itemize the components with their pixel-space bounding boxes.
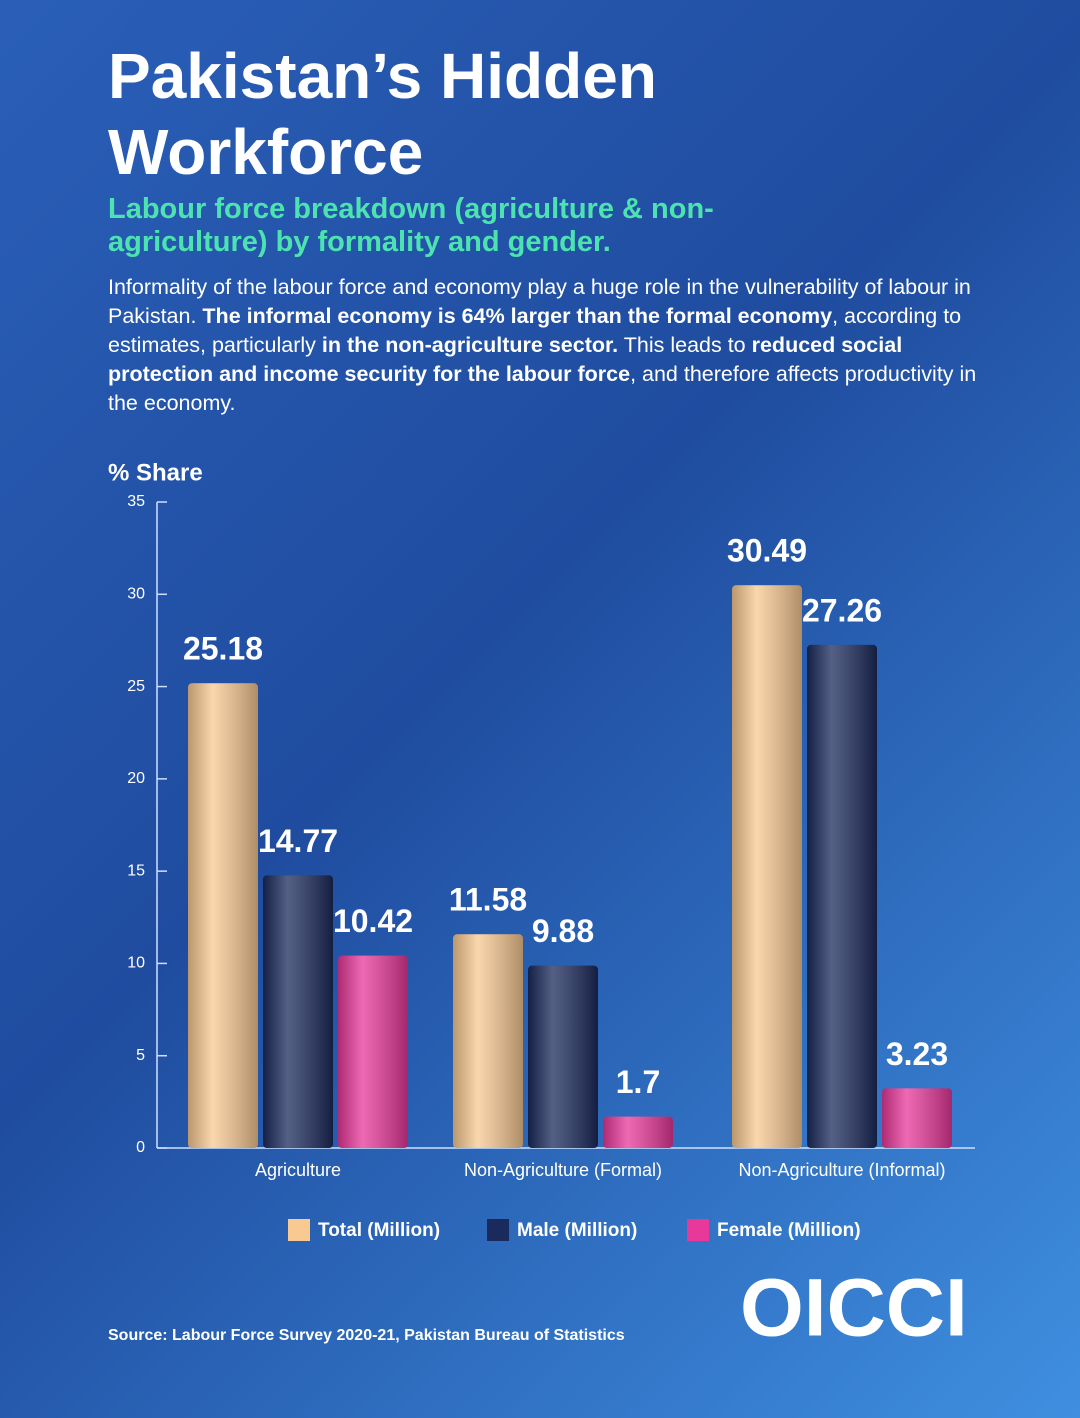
- data-label: 25.18: [183, 631, 263, 667]
- description-run: The informal economy is 64% larger than …: [202, 304, 833, 328]
- bar-shine: [188, 683, 258, 1148]
- data-label: 27.26: [802, 592, 882, 628]
- description: Informality of the labour force and econ…: [108, 273, 988, 418]
- y-tick-label: 5: [136, 1047, 145, 1064]
- x-tick-label: Non-Agriculture (Informal): [738, 1160, 945, 1180]
- bar-shine: [453, 934, 523, 1148]
- bar-shine: [603, 1116, 673, 1148]
- bar-shine: [882, 1088, 952, 1148]
- y-tick-label: 25: [127, 678, 145, 695]
- y-axis-label: % Share: [108, 459, 203, 486]
- legend-label: Female (Million): [717, 1220, 861, 1241]
- description-run: Informality of the labour force and econ…: [108, 275, 971, 328]
- legend-swatch: [288, 1219, 310, 1241]
- legend-label: Male (Million): [517, 1220, 637, 1241]
- x-tick-label: Agriculture: [255, 1160, 341, 1180]
- y-tick-label: 0: [136, 1139, 145, 1156]
- description-run: in the non-agriculture sector.: [321, 333, 619, 357]
- y-tick-label: 30: [127, 586, 145, 603]
- legend-swatch: [487, 1219, 509, 1241]
- data-label: 11.58: [449, 882, 527, 918]
- bar-shine: [732, 585, 802, 1148]
- description-run: This leads to: [618, 333, 752, 357]
- x-tick-label: Non-Agriculture (Formal): [464, 1160, 662, 1180]
- bar-shine: [338, 955, 408, 1148]
- subtitle: Labour force breakdown (agriculture & no…: [108, 193, 714, 258]
- legend-label: Total (Million): [318, 1220, 440, 1241]
- data-label: 10.42: [333, 903, 413, 939]
- legend-swatch: [687, 1219, 709, 1241]
- data-label: 1.7: [616, 1064, 660, 1100]
- y-tick-label: 10: [127, 955, 145, 972]
- data-label: 30.49: [727, 533, 807, 569]
- description-run: reduced social protection and income sec…: [108, 333, 903, 386]
- data-label: 3.23: [886, 1036, 948, 1072]
- description-run: , and therefore affects productivity in …: [108, 362, 977, 415]
- y-tick-label: 15: [127, 862, 145, 879]
- y-tick-label: 35: [127, 493, 145, 510]
- source: Source: Labour Force Survey 2020-21, Pak…: [108, 1327, 625, 1344]
- bar-shine: [528, 965, 598, 1148]
- bar-shine: [807, 644, 877, 1148]
- logo: OICCI: [740, 1263, 968, 1354]
- data-label: 14.77: [258, 823, 338, 859]
- bar-shine: [263, 875, 333, 1148]
- title: Pakistan’s Hidden Workforce: [108, 40, 657, 188]
- y-tick-label: 20: [127, 770, 145, 787]
- data-label: 9.88: [532, 913, 594, 949]
- description-run: , according to estimates, particularly: [108, 304, 962, 357]
